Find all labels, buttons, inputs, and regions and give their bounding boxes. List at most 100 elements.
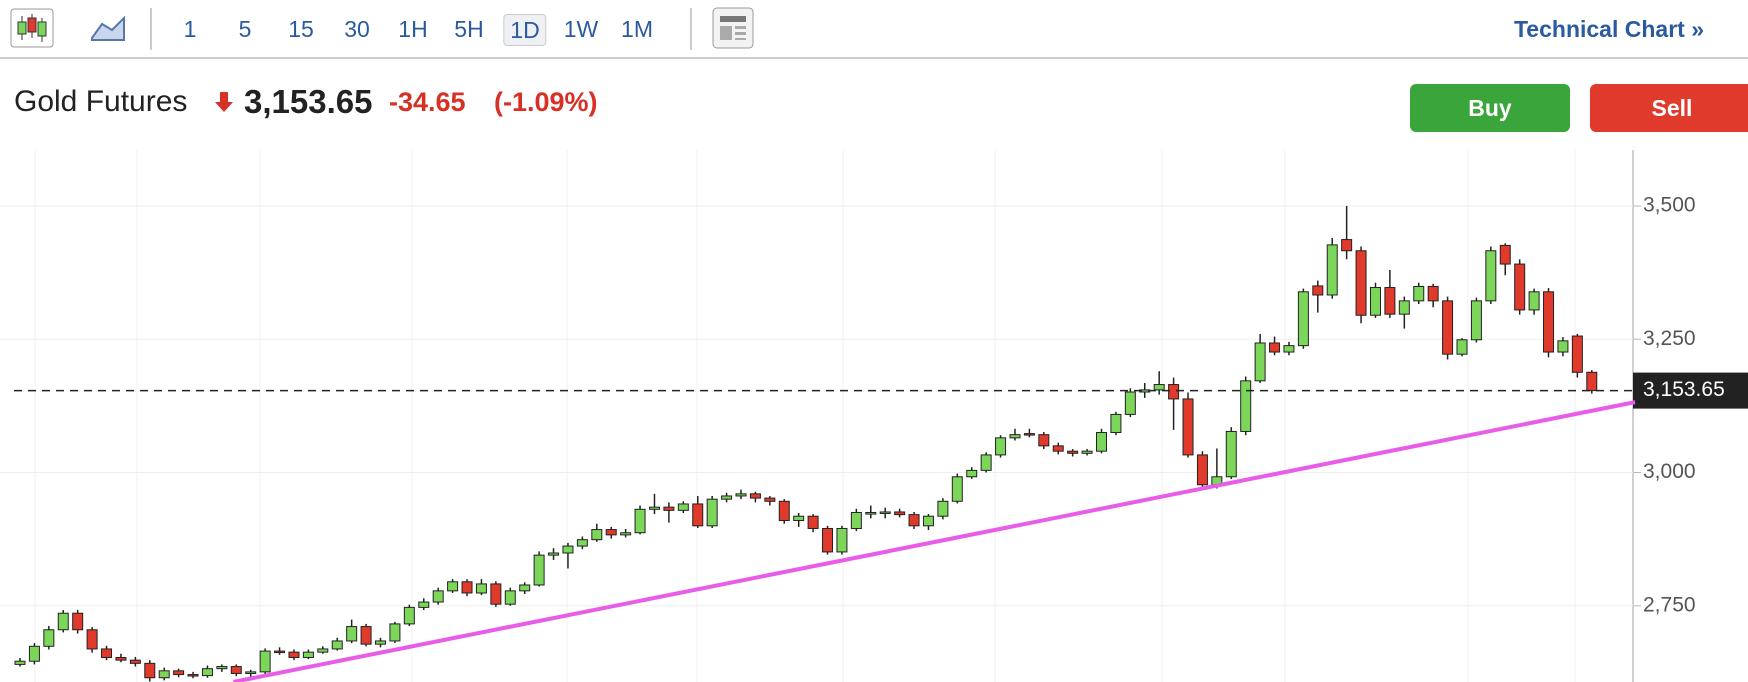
divider bbox=[150, 8, 152, 50]
interval-button[interactable]: 30 bbox=[344, 16, 370, 42]
candle-body bbox=[1168, 384, 1180, 400]
candle-body bbox=[620, 532, 632, 536]
candle-body bbox=[317, 648, 329, 653]
candle-body bbox=[807, 515, 819, 529]
candle-icon[interactable] bbox=[10, 8, 54, 48]
candle-body bbox=[764, 497, 776, 502]
candle-body bbox=[634, 508, 646, 534]
y-tick-label: 3,250 bbox=[1643, 327, 1696, 350]
candle-body bbox=[850, 511, 862, 529]
candle-body bbox=[533, 554, 545, 586]
candle-body bbox=[1586, 371, 1598, 392]
candle-body bbox=[245, 671, 257, 674]
candle-body bbox=[43, 629, 55, 647]
candle-body bbox=[879, 511, 891, 514]
candle-body bbox=[259, 650, 271, 673]
candle-body bbox=[1196, 454, 1208, 486]
candle-body bbox=[1485, 250, 1497, 302]
candle-body bbox=[101, 648, 113, 658]
candle-body bbox=[1110, 413, 1122, 434]
candle-body bbox=[1124, 391, 1136, 415]
candle-body bbox=[1096, 432, 1107, 452]
candle-body bbox=[346, 626, 358, 642]
interval-button[interactable]: 1H bbox=[398, 16, 428, 42]
interval-button[interactable]: 15 bbox=[288, 16, 314, 42]
candle-body bbox=[230, 666, 242, 674]
candle-body bbox=[735, 493, 747, 497]
interval-button[interactable]: 1D bbox=[503, 14, 547, 46]
interval-button[interactable]: 5 bbox=[238, 16, 252, 42]
candle-body bbox=[475, 583, 487, 594]
candle-body bbox=[980, 454, 992, 471]
candle-body bbox=[1254, 342, 1266, 382]
candle-body bbox=[706, 498, 718, 527]
candle-body bbox=[605, 529, 617, 536]
candle-body bbox=[1225, 430, 1237, 478]
change-percent: (-1.09%) bbox=[494, 87, 598, 117]
candle-body bbox=[1326, 244, 1338, 296]
instrument-name: Gold Futures bbox=[14, 85, 188, 118]
candle-body bbox=[692, 503, 704, 527]
candle-body bbox=[1427, 285, 1439, 302]
trendline bbox=[233, 400, 1636, 682]
candle-body bbox=[375, 640, 386, 645]
candle-body bbox=[1543, 291, 1555, 353]
candle-body bbox=[1312, 285, 1324, 296]
candle-body bbox=[14, 660, 26, 665]
candle-body bbox=[1341, 239, 1353, 252]
last-price-label: 3,153.65 bbox=[1643, 378, 1725, 401]
candle-body bbox=[648, 506, 660, 510]
candle-body bbox=[966, 469, 978, 478]
candle-body bbox=[432, 590, 444, 603]
candle-body bbox=[360, 626, 372, 645]
candle-body bbox=[1038, 434, 1050, 447]
candle-body bbox=[1398, 300, 1410, 315]
divider bbox=[690, 8, 692, 50]
candle-body bbox=[836, 527, 848, 553]
candle-body bbox=[1240, 380, 1252, 432]
candle-body bbox=[1009, 434, 1021, 439]
buy-button[interactable]: Buy bbox=[1410, 84, 1570, 132]
candle-body bbox=[951, 476, 963, 502]
toolbar: 1 5 15 30 1H 5H 1D 1W 1M Technical Chart » bbox=[0, 0, 1748, 59]
candle-body bbox=[995, 437, 1007, 456]
candle-body bbox=[331, 640, 343, 650]
chart: 2,750 3,000 3,250 3,500 3,153.65 bbox=[0, 150, 1748, 682]
layout-icon[interactable] bbox=[712, 7, 754, 49]
candle-body bbox=[288, 651, 300, 658]
technical-chart-link[interactable]: Technical Chart » bbox=[1513, 16, 1704, 42]
interval-button[interactable]: 1W bbox=[563, 16, 599, 42]
candle-body bbox=[562, 545, 574, 554]
candle-body bbox=[1297, 291, 1309, 347]
candle-body bbox=[1557, 340, 1569, 353]
candle-body bbox=[1023, 433, 1035, 436]
candle-body bbox=[778, 500, 790, 521]
y-tick-label: 3,000 bbox=[1643, 460, 1696, 483]
candle-body bbox=[1442, 300, 1454, 355]
candle-body bbox=[144, 662, 156, 679]
candle-body bbox=[216, 666, 228, 670]
line-icon[interactable] bbox=[90, 14, 126, 42]
candle-body bbox=[129, 659, 141, 664]
candle-body bbox=[1514, 263, 1526, 311]
candle-body bbox=[173, 670, 185, 676]
interval-button[interactable]: 1 bbox=[183, 16, 197, 42]
candle-body bbox=[57, 612, 69, 631]
candle-body bbox=[447, 581, 459, 592]
candle-body bbox=[187, 674, 199, 677]
candle-body bbox=[504, 590, 516, 605]
candle-body bbox=[1528, 291, 1540, 311]
candle-body bbox=[461, 581, 473, 594]
candle-body bbox=[1269, 342, 1281, 353]
candle-body bbox=[1182, 398, 1194, 456]
interval-button[interactable]: 1M bbox=[621, 16, 653, 42]
last-price-box bbox=[1633, 372, 1748, 409]
candle-body bbox=[158, 670, 170, 679]
candle-body bbox=[548, 552, 560, 556]
candle-body bbox=[1355, 250, 1367, 316]
candle-body bbox=[1384, 287, 1396, 315]
sell-button[interactable]: Sell bbox=[1590, 84, 1748, 132]
candle-body bbox=[418, 601, 430, 608]
interval-button[interactable]: 5H bbox=[454, 16, 484, 42]
candle-body bbox=[28, 645, 40, 662]
